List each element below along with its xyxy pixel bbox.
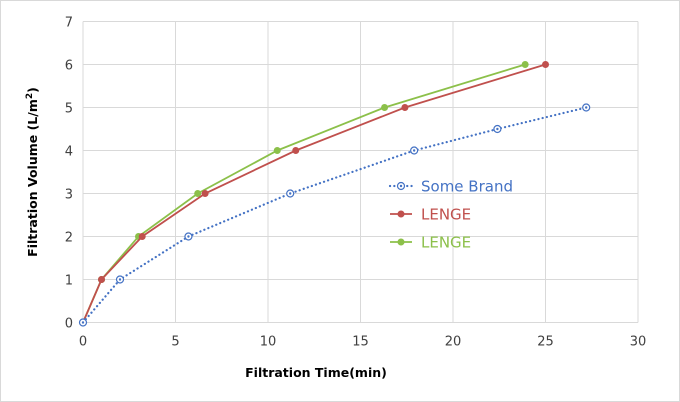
data-point	[201, 190, 209, 197]
data-point-dot	[289, 192, 292, 195]
data-point	[401, 104, 409, 111]
x-tick-label: 0	[79, 335, 87, 350]
y-tick-label: 7	[65, 16, 73, 31]
legend-item-0: Some Brand	[388, 178, 513, 196]
series-line	[81, 106, 588, 324]
data-point-dot	[118, 278, 122, 281]
x-tick-label: 15	[352, 335, 369, 350]
y-tick-label: 0	[65, 317, 73, 332]
y-tick-label: 2	[65, 231, 73, 246]
data-point	[542, 61, 549, 68]
x-tick-label: 30	[630, 335, 647, 350]
y-tick-label: 4	[65, 145, 73, 160]
y-tick-label: 3	[65, 188, 73, 203]
legend-item-1: LENGE	[390, 206, 471, 224]
x-tick-label: 10	[260, 335, 277, 350]
data-point	[292, 147, 300, 154]
data-point	[138, 233, 146, 240]
data-point	[98, 276, 105, 283]
gridlines	[82, 21, 639, 323]
x-tick-label: 25	[537, 335, 554, 350]
legend-marker	[397, 210, 405, 218]
data-point	[273, 147, 281, 154]
series-group	[78, 61, 591, 327]
data-point-dot	[187, 235, 190, 238]
data-point-dot	[81, 321, 85, 324]
data-point-dot	[412, 149, 416, 152]
legend: Some Brand LENGE LENGE	[388, 178, 513, 252]
data-point	[194, 190, 202, 197]
data-point-dot	[496, 127, 499, 131]
y-tick-label: 1	[65, 274, 73, 289]
legend-item-2: LENGE	[390, 234, 471, 252]
y-tick-label: 5	[65, 102, 73, 117]
y-axis-label: Filtration Volume (L/m2)	[25, 87, 40, 257]
x-tick-label: 20	[445, 335, 462, 350]
data-point-dot	[585, 106, 588, 109]
legend-label: LENGE	[421, 234, 471, 252]
y-tick-label: 6	[65, 59, 73, 74]
x-axis-label: Filtration Time(min)	[245, 365, 387, 380]
legend-label: LENGE	[421, 206, 471, 224]
legend-marker-dot	[399, 184, 403, 188]
legend-label: Some Brand	[421, 178, 513, 196]
series-0	[78, 103, 591, 327]
legend-marker	[397, 238, 405, 246]
x-tick-label: 5	[171, 335, 179, 350]
tick-labels: 0 5 10 15 20 25 30 0 1 2 3 4 5 6 7	[65, 16, 647, 350]
data-point	[381, 104, 389, 111]
data-point	[521, 61, 529, 68]
